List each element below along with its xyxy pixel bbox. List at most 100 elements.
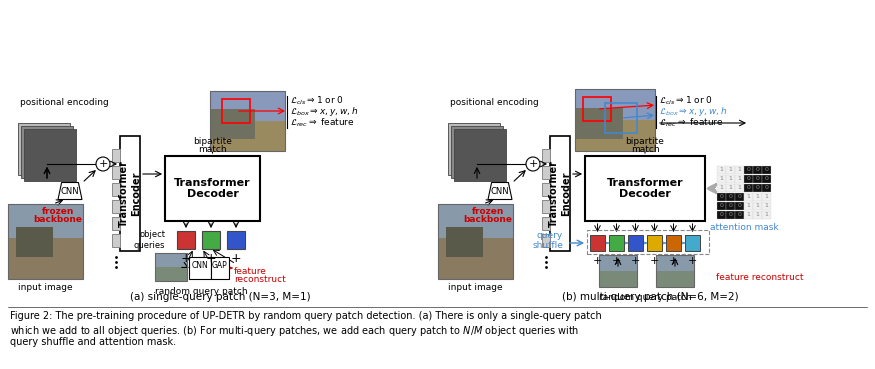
Text: frozen: frozen bbox=[42, 207, 74, 215]
FancyBboxPatch shape bbox=[18, 123, 70, 175]
FancyBboxPatch shape bbox=[656, 255, 694, 287]
FancyBboxPatch shape bbox=[542, 183, 550, 196]
FancyBboxPatch shape bbox=[726, 166, 734, 174]
Text: +: + bbox=[612, 256, 621, 266]
Text: 1: 1 bbox=[728, 185, 732, 190]
Text: GAP: GAP bbox=[212, 261, 228, 269]
Text: 1: 1 bbox=[764, 194, 768, 199]
Text: +: + bbox=[231, 252, 242, 266]
Circle shape bbox=[526, 157, 540, 171]
FancyBboxPatch shape bbox=[155, 253, 187, 281]
Text: which we add to all object queries. (b) For multi-query patches, we add each que: which we add to all object queries. (b) … bbox=[10, 324, 579, 338]
Text: Transformer
Decoder: Transformer Decoder bbox=[606, 178, 683, 199]
Text: 0: 0 bbox=[755, 185, 760, 190]
Text: 1: 1 bbox=[764, 212, 768, 217]
Text: 0: 0 bbox=[738, 194, 741, 199]
FancyBboxPatch shape bbox=[735, 183, 744, 192]
FancyBboxPatch shape bbox=[575, 120, 655, 151]
FancyBboxPatch shape bbox=[717, 183, 725, 192]
FancyBboxPatch shape bbox=[202, 231, 220, 249]
Text: +: + bbox=[528, 159, 537, 169]
Text: +: + bbox=[181, 252, 192, 266]
FancyBboxPatch shape bbox=[112, 183, 120, 196]
Text: 0: 0 bbox=[738, 212, 741, 217]
Text: +: + bbox=[688, 256, 697, 266]
FancyBboxPatch shape bbox=[744, 201, 752, 210]
Text: Transformer
Decoder: Transformer Decoder bbox=[174, 178, 251, 199]
FancyBboxPatch shape bbox=[735, 210, 744, 219]
Text: shuffle: shuffle bbox=[532, 241, 563, 249]
Text: attention mask: attention mask bbox=[710, 223, 779, 231]
Text: object
queries: object queries bbox=[134, 230, 165, 250]
FancyBboxPatch shape bbox=[753, 193, 761, 201]
Text: +: + bbox=[206, 252, 216, 266]
FancyBboxPatch shape bbox=[24, 129, 76, 181]
Text: 0: 0 bbox=[746, 185, 750, 190]
FancyBboxPatch shape bbox=[744, 166, 752, 174]
FancyBboxPatch shape bbox=[647, 235, 662, 251]
Text: +: + bbox=[98, 159, 108, 169]
FancyBboxPatch shape bbox=[438, 204, 513, 238]
FancyBboxPatch shape bbox=[599, 255, 637, 271]
Text: CNN: CNN bbox=[60, 186, 80, 196]
Text: 0: 0 bbox=[746, 176, 750, 181]
Text: positional encoding: positional encoding bbox=[450, 98, 539, 107]
FancyBboxPatch shape bbox=[753, 166, 761, 174]
Text: feature: feature bbox=[234, 266, 267, 276]
FancyBboxPatch shape bbox=[550, 136, 570, 251]
FancyBboxPatch shape bbox=[590, 235, 605, 251]
FancyBboxPatch shape bbox=[542, 217, 550, 230]
Text: +: + bbox=[650, 256, 659, 266]
FancyBboxPatch shape bbox=[451, 126, 503, 178]
Polygon shape bbox=[58, 183, 82, 200]
FancyBboxPatch shape bbox=[599, 255, 637, 287]
FancyBboxPatch shape bbox=[717, 193, 725, 201]
FancyBboxPatch shape bbox=[726, 193, 734, 201]
Text: 1: 1 bbox=[746, 194, 750, 199]
FancyBboxPatch shape bbox=[717, 166, 725, 174]
Text: 0: 0 bbox=[728, 194, 732, 199]
Text: +: + bbox=[631, 256, 640, 266]
Text: $\mathcal{L}_{cls} \Rightarrow 1$ or $0$: $\mathcal{L}_{cls} \Rightarrow 1$ or $0$ bbox=[659, 95, 713, 107]
Text: frozen: frozen bbox=[472, 207, 504, 215]
FancyBboxPatch shape bbox=[575, 108, 623, 139]
Text: reconstruct: reconstruct bbox=[234, 276, 286, 284]
FancyBboxPatch shape bbox=[227, 231, 245, 249]
FancyBboxPatch shape bbox=[726, 183, 734, 192]
FancyBboxPatch shape bbox=[454, 129, 506, 181]
FancyBboxPatch shape bbox=[753, 183, 761, 192]
FancyBboxPatch shape bbox=[717, 201, 725, 210]
Text: 0: 0 bbox=[719, 203, 723, 208]
FancyBboxPatch shape bbox=[762, 166, 771, 174]
FancyBboxPatch shape bbox=[753, 210, 761, 219]
Text: bipartite: bipartite bbox=[626, 138, 664, 146]
FancyBboxPatch shape bbox=[726, 175, 734, 183]
FancyBboxPatch shape bbox=[155, 253, 187, 267]
Text: +: + bbox=[668, 256, 678, 266]
FancyBboxPatch shape bbox=[542, 149, 550, 162]
Text: Transformer
Encoder: Transformer Encoder bbox=[550, 160, 570, 227]
Text: query shuffle and attention mask.: query shuffle and attention mask. bbox=[10, 337, 176, 347]
Text: 1: 1 bbox=[764, 203, 768, 208]
Text: 0: 0 bbox=[728, 212, 732, 217]
FancyBboxPatch shape bbox=[726, 201, 734, 210]
FancyBboxPatch shape bbox=[542, 166, 550, 179]
Polygon shape bbox=[488, 183, 512, 200]
FancyBboxPatch shape bbox=[177, 231, 195, 249]
FancyBboxPatch shape bbox=[16, 227, 53, 256]
Text: 0: 0 bbox=[764, 176, 768, 181]
FancyBboxPatch shape bbox=[753, 175, 761, 183]
FancyBboxPatch shape bbox=[744, 175, 752, 183]
Text: 0: 0 bbox=[755, 167, 760, 172]
Text: input image: input image bbox=[18, 283, 73, 292]
FancyBboxPatch shape bbox=[210, 91, 285, 121]
Text: 1: 1 bbox=[719, 167, 723, 172]
FancyBboxPatch shape bbox=[753, 201, 761, 210]
FancyBboxPatch shape bbox=[717, 175, 725, 183]
FancyBboxPatch shape bbox=[445, 227, 483, 256]
FancyBboxPatch shape bbox=[448, 123, 500, 175]
FancyBboxPatch shape bbox=[744, 210, 752, 219]
Text: random query patch: random query patch bbox=[155, 286, 248, 296]
Text: $\mathcal{L}_{cls} \Rightarrow 1$ or $0$: $\mathcal{L}_{cls} \Rightarrow 1$ or $0$ bbox=[290, 95, 344, 107]
Text: match: match bbox=[198, 145, 227, 155]
